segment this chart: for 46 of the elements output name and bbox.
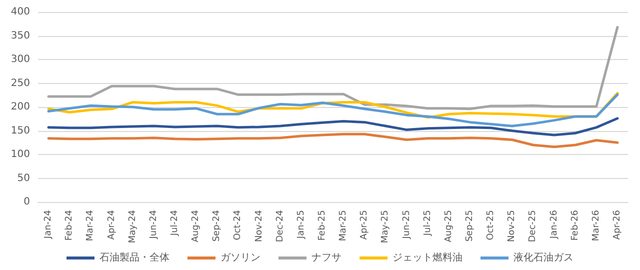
x-tick-label: Dec-24 <box>275 210 286 242</box>
y-tick-label: 300 <box>10 54 30 65</box>
x-tick-label: Apr-24 <box>106 210 117 240</box>
line-series <box>47 93 619 128</box>
y-tick-label: 0 <box>24 196 30 208</box>
x-tick-label: Feb-24 <box>64 210 75 241</box>
x-tick-label: Nov-24 <box>254 210 264 242</box>
y-tick-label: 400 <box>10 6 30 18</box>
x-tick-label: Dec-25 <box>528 210 538 242</box>
x-tick-label: May-25 <box>380 210 391 244</box>
x-tick-label: Apr-26 <box>612 210 622 240</box>
x-tick-label: Mar-24 <box>86 210 96 242</box>
line-series <box>47 132 619 148</box>
x-tick-label: Jul-25 <box>422 210 433 237</box>
legend-label: ナフサ <box>312 252 342 264</box>
line-series <box>47 117 619 136</box>
x-tick-label: Feb-25 <box>317 210 328 241</box>
legend-label: 液化石油ガス <box>514 252 574 264</box>
legend-label: ガソリン <box>220 252 260 264</box>
y-tick-label: 250 <box>10 78 30 89</box>
x-tick-label: Sep-25 <box>464 210 475 242</box>
x-tick-label: Oct-24 <box>233 210 244 240</box>
y-tick-label: 100 <box>10 149 30 160</box>
x-tick-label: Feb-26 <box>570 210 580 241</box>
x-tick-label: Jul-24 <box>170 210 180 237</box>
y-tick-label: 200 <box>10 102 30 112</box>
x-tick-label: Mar-25 <box>338 210 349 242</box>
y-tick-label: 150 <box>10 125 30 136</box>
x-tick-label: Jan-26 <box>549 210 560 240</box>
legend-label: ジェット燃料油 <box>392 252 462 264</box>
x-tick-label: May-24 <box>128 210 138 244</box>
y-tick-label: 350 <box>10 30 30 42</box>
x-tick-label: Apr-25 <box>360 210 370 240</box>
x-tick-label: Nov-25 <box>507 210 518 242</box>
x-tick-label: Aug-24 <box>191 210 202 242</box>
x-tick-label: Oct-25 <box>486 210 496 240</box>
line-series <box>47 26 619 110</box>
x-tick-label: Jan-24 <box>44 210 54 240</box>
x-tick-label: Mar-26 <box>591 210 602 242</box>
x-tick-label: Jan-25 <box>296 210 306 240</box>
legend-label: 石油製品・全体 <box>100 252 170 264</box>
x-tick-label: Sep-24 <box>212 210 222 242</box>
y-tick-label: 50 <box>17 172 30 184</box>
x-tick-label: Aug-25 <box>444 210 454 242</box>
x-tick-label: Jun-25 <box>402 210 412 240</box>
x-tick-label: Jun-24 <box>148 210 159 240</box>
